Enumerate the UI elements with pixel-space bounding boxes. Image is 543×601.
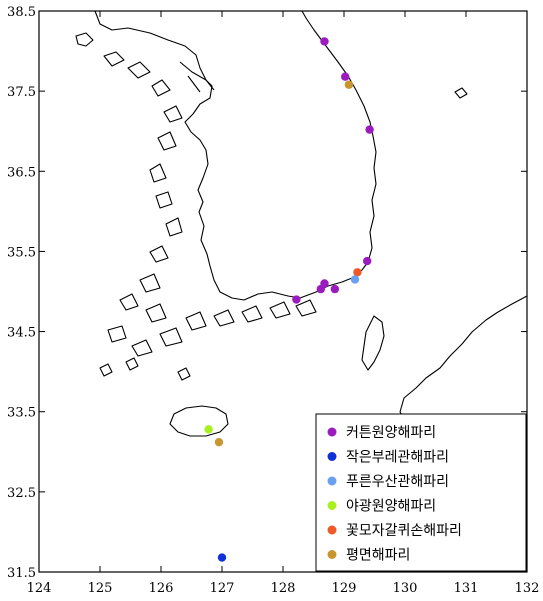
y-tick-label: 38.5 <box>7 5 36 20</box>
legend-label: 작은부레관해파리 <box>346 450 449 466</box>
y-tick-label: 31.5 <box>7 566 36 581</box>
north-coast-inlet <box>179 61 215 93</box>
legend-label: 푸른우산관해파리 <box>346 474 449 490</box>
legend-label: 야광원양해파리 <box>346 499 436 515</box>
jeju-island <box>169 405 229 437</box>
observation-points <box>204 37 374 562</box>
observation-point <box>362 256 372 266</box>
observation-point <box>341 72 350 81</box>
y-tick-label: 35.5 <box>7 245 36 260</box>
legend-marker <box>327 452 337 461</box>
observation-point <box>330 284 340 294</box>
x-tick-label: 128 <box>271 581 296 596</box>
observation-point <box>350 275 360 284</box>
x-tick-label: 125 <box>88 581 113 596</box>
east-sea-islet <box>454 87 468 99</box>
observation-point <box>344 80 354 89</box>
y-axis-ticks: 31.5 32.5 33.5 34.5 35.5 36.5 37.5 38.5 <box>7 5 527 581</box>
x-tick-label: 126 <box>149 581 174 596</box>
y-tick-label: 32.5 <box>7 486 36 501</box>
x-tick-label: 132 <box>515 581 540 596</box>
x-tick-label: 129 <box>332 581 357 596</box>
west-coast-islands <box>75 32 317 381</box>
observation-point <box>316 284 326 294</box>
y-tick-label: 34.5 <box>7 326 36 341</box>
legend-marker <box>327 427 337 437</box>
legend: 커튼원양해파리작은부레관해파리푸른우산관해파리야광원양해파리꽃모자갈퀴손해파리평… <box>315 413 527 572</box>
legend-label: 평면해파리 <box>346 548 410 564</box>
y-tick-label: 33.5 <box>7 406 36 421</box>
observation-point <box>292 295 301 304</box>
observation-point <box>214 437 224 447</box>
tsushima-island <box>361 315 385 371</box>
y-tick-label: 37.5 <box>7 85 36 100</box>
legend-marker <box>327 525 337 535</box>
observation-point <box>204 425 213 434</box>
observation-point <box>353 268 362 277</box>
x-tick-label: 130 <box>393 581 418 596</box>
observation-point <box>365 125 374 134</box>
observation-point <box>320 37 329 46</box>
observation-point <box>217 553 227 562</box>
legend-marker <box>327 550 337 559</box>
legend-marker <box>327 501 337 510</box>
legend-marker <box>327 476 337 486</box>
legend-box <box>315 413 527 572</box>
legend-label: 커튼원양해파리 <box>346 425 436 441</box>
x-tick-label: 127 <box>210 581 235 596</box>
x-tick-label: 131 <box>454 581 479 596</box>
x-tick-label: 124 <box>27 581 52 596</box>
x-axis-ticks: 124 125 126 127 128 129 130 131 132 <box>27 11 540 596</box>
legend-label: 꽃모자갈퀴손해파리 <box>346 523 462 539</box>
y-tick-label: 36.5 <box>7 165 36 180</box>
